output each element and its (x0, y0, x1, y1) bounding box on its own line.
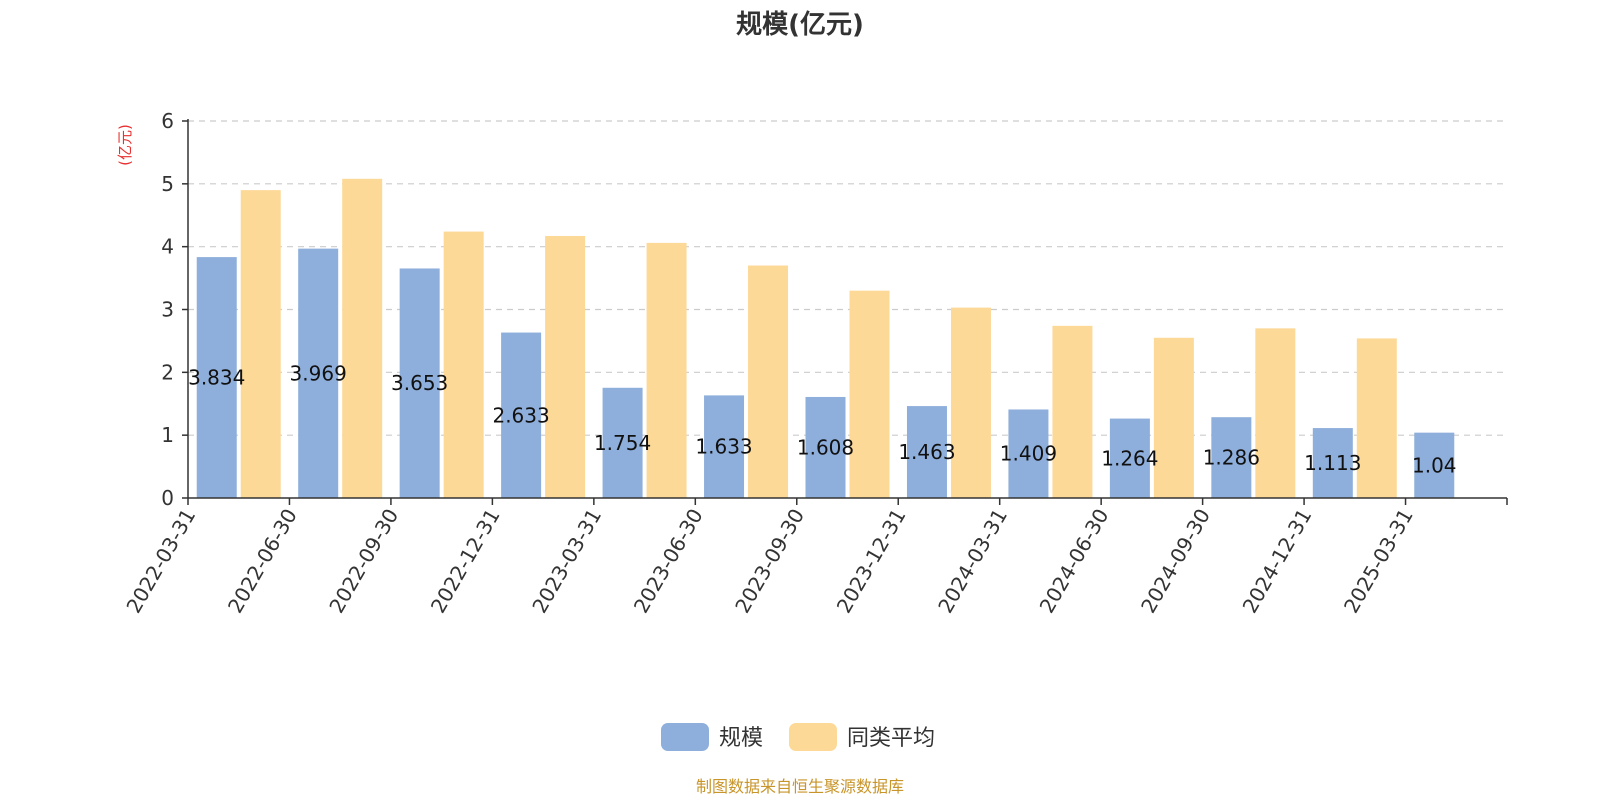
bar-scale (805, 396, 846, 498)
x-tick-label: 2022-03-31 (121, 505, 200, 618)
x-tick-label: 2024-06-30 (1035, 505, 1114, 618)
x-tick-label: 2023-12-31 (832, 505, 911, 618)
bar-scale (501, 332, 542, 498)
bar-peer-average (545, 235, 586, 499)
chart-title: 规模(亿元) (736, 10, 864, 40)
data-label-scale: 2.633 (492, 403, 549, 427)
bars-group (196, 178, 1455, 499)
data-label-scale: 1.04 (1412, 453, 1457, 477)
x-tick-label: 2023-09-30 (730, 505, 809, 618)
x-tick-label: 2024-12-31 (1238, 505, 1317, 618)
bar-scale (298, 248, 339, 498)
bar-scale (704, 395, 745, 498)
y-tick-label: 0 (161, 486, 174, 510)
y-tick-label: 1 (161, 423, 174, 447)
bar-scale (602, 387, 643, 498)
x-tick-label: 2023-03-31 (527, 505, 606, 618)
bar-peer-average (443, 231, 484, 498)
bar-scale (1109, 418, 1150, 498)
y-tick-label: 3 (161, 298, 174, 322)
data-label-scale: 1.608 (797, 435, 854, 459)
x-tick-label: 2024-03-31 (933, 505, 1012, 618)
y-axis-unit-label: (亿元) (116, 124, 134, 166)
x-tick-label: 2023-06-30 (629, 505, 708, 618)
bar-peer-average (950, 307, 991, 498)
x-tick-label: 2025-03-31 (1339, 505, 1418, 618)
legend-item-peer-average[interactable]: 同类平均 (789, 723, 935, 751)
legend-swatch (789, 723, 837, 751)
bar-scale (196, 257, 237, 498)
bar-peer-average (748, 265, 789, 498)
data-label-scale: 1.463 (898, 440, 955, 464)
bar-peer-average (342, 178, 383, 498)
data-label-scale: 1.264 (1101, 446, 1158, 470)
bar-peer-average (1356, 338, 1397, 498)
bar-scale (1312, 428, 1353, 498)
data-label-scale: 3.834 (188, 366, 245, 390)
y-tick-label: 4 (161, 235, 174, 259)
bar-scale (1008, 409, 1049, 498)
data-label-scale: 3.969 (290, 361, 347, 385)
legend-swatch (661, 723, 709, 751)
bar-peer-average (849, 290, 890, 498)
legend: 规模 同类平均 (661, 723, 935, 751)
bar-peer-average (240, 190, 281, 498)
x-tick-label: 2024-09-30 (1136, 505, 1215, 618)
bar-scale (1414, 432, 1455, 498)
x-tick-label: 2022-12-31 (426, 505, 505, 618)
y-tick-label: 5 (161, 172, 174, 196)
data-label-scale: 1.286 (1203, 446, 1260, 470)
data-label-scale: 1.113 (1304, 451, 1361, 475)
x-tick-label: 2022-09-30 (324, 505, 403, 618)
bar-peer-average (1052, 325, 1093, 498)
source-note: 制图数据来自恒生聚源数据库 (696, 777, 904, 796)
data-label-scale: 3.653 (391, 371, 448, 395)
data-label-scale: 1.754 (594, 431, 651, 455)
data-label-scale: 1.409 (1000, 442, 1057, 466)
bar-peer-average (646, 242, 687, 498)
grid-lines (188, 120, 1507, 436)
y-tick-label: 6 (161, 109, 174, 133)
legend-label: 同类平均 (847, 726, 935, 751)
x-tick-label: 2022-06-30 (223, 505, 302, 618)
bar-peer-average (1153, 337, 1194, 498)
y-tick-label: 2 (161, 360, 174, 384)
bar-peer-average (1255, 328, 1296, 498)
legend-item-scale[interactable]: 规模 (661, 723, 763, 751)
data-labels-group: 3.834 3.969 3.653 2.633 1.754 1.633 1.608 1.463… (188, 361, 1456, 477)
bar-scale (906, 406, 947, 498)
data-label-scale: 1.633 (695, 435, 752, 459)
bar-scale (1211, 417, 1252, 498)
legend-label: 规模 (719, 726, 763, 751)
bar-scale (399, 268, 440, 498)
